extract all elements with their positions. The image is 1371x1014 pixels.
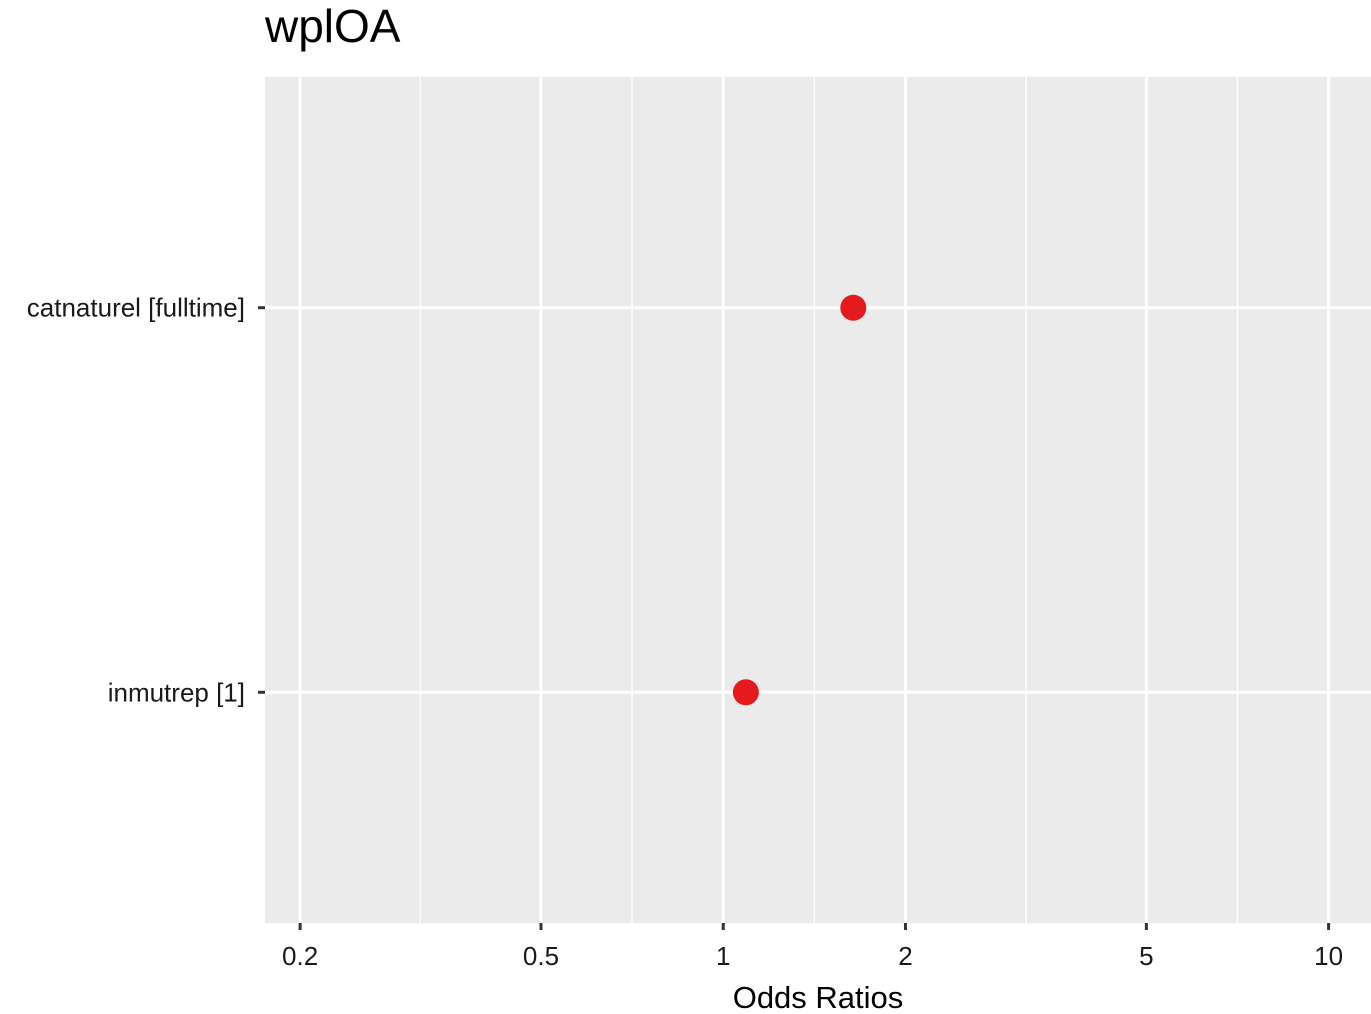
- x-tick-label: 1: [716, 941, 730, 971]
- plot-panel: [265, 77, 1371, 923]
- estimate-point: [732, 679, 759, 706]
- minor-grid: [419, 77, 1239, 923]
- estimate-point: [840, 294, 867, 321]
- x-tick-label: 0.2: [282, 941, 318, 971]
- y-grid: [265, 306, 1371, 694]
- x-tick-label: 2: [898, 941, 912, 971]
- x-tick-label: 10: [1314, 941, 1343, 971]
- y-axis-ticks: catnaturel [fulltime] inmutrep [1]: [27, 293, 265, 707]
- y-tick-label: catnaturel [fulltime]: [27, 293, 245, 323]
- x-axis-title: Odds Ratios: [733, 980, 904, 1009]
- major-grid: [298, 77, 1331, 923]
- x-tick-label: 5: [1139, 941, 1153, 971]
- x-tick-label: 0.5: [523, 941, 559, 971]
- y-tick-label: inmutrep [1]: [108, 677, 245, 707]
- x-axis-ticks: 0.2 0.5 1 2 5 10: [282, 923, 1343, 971]
- chart-title: wplOA: [264, 0, 401, 52]
- data-points: [732, 294, 867, 706]
